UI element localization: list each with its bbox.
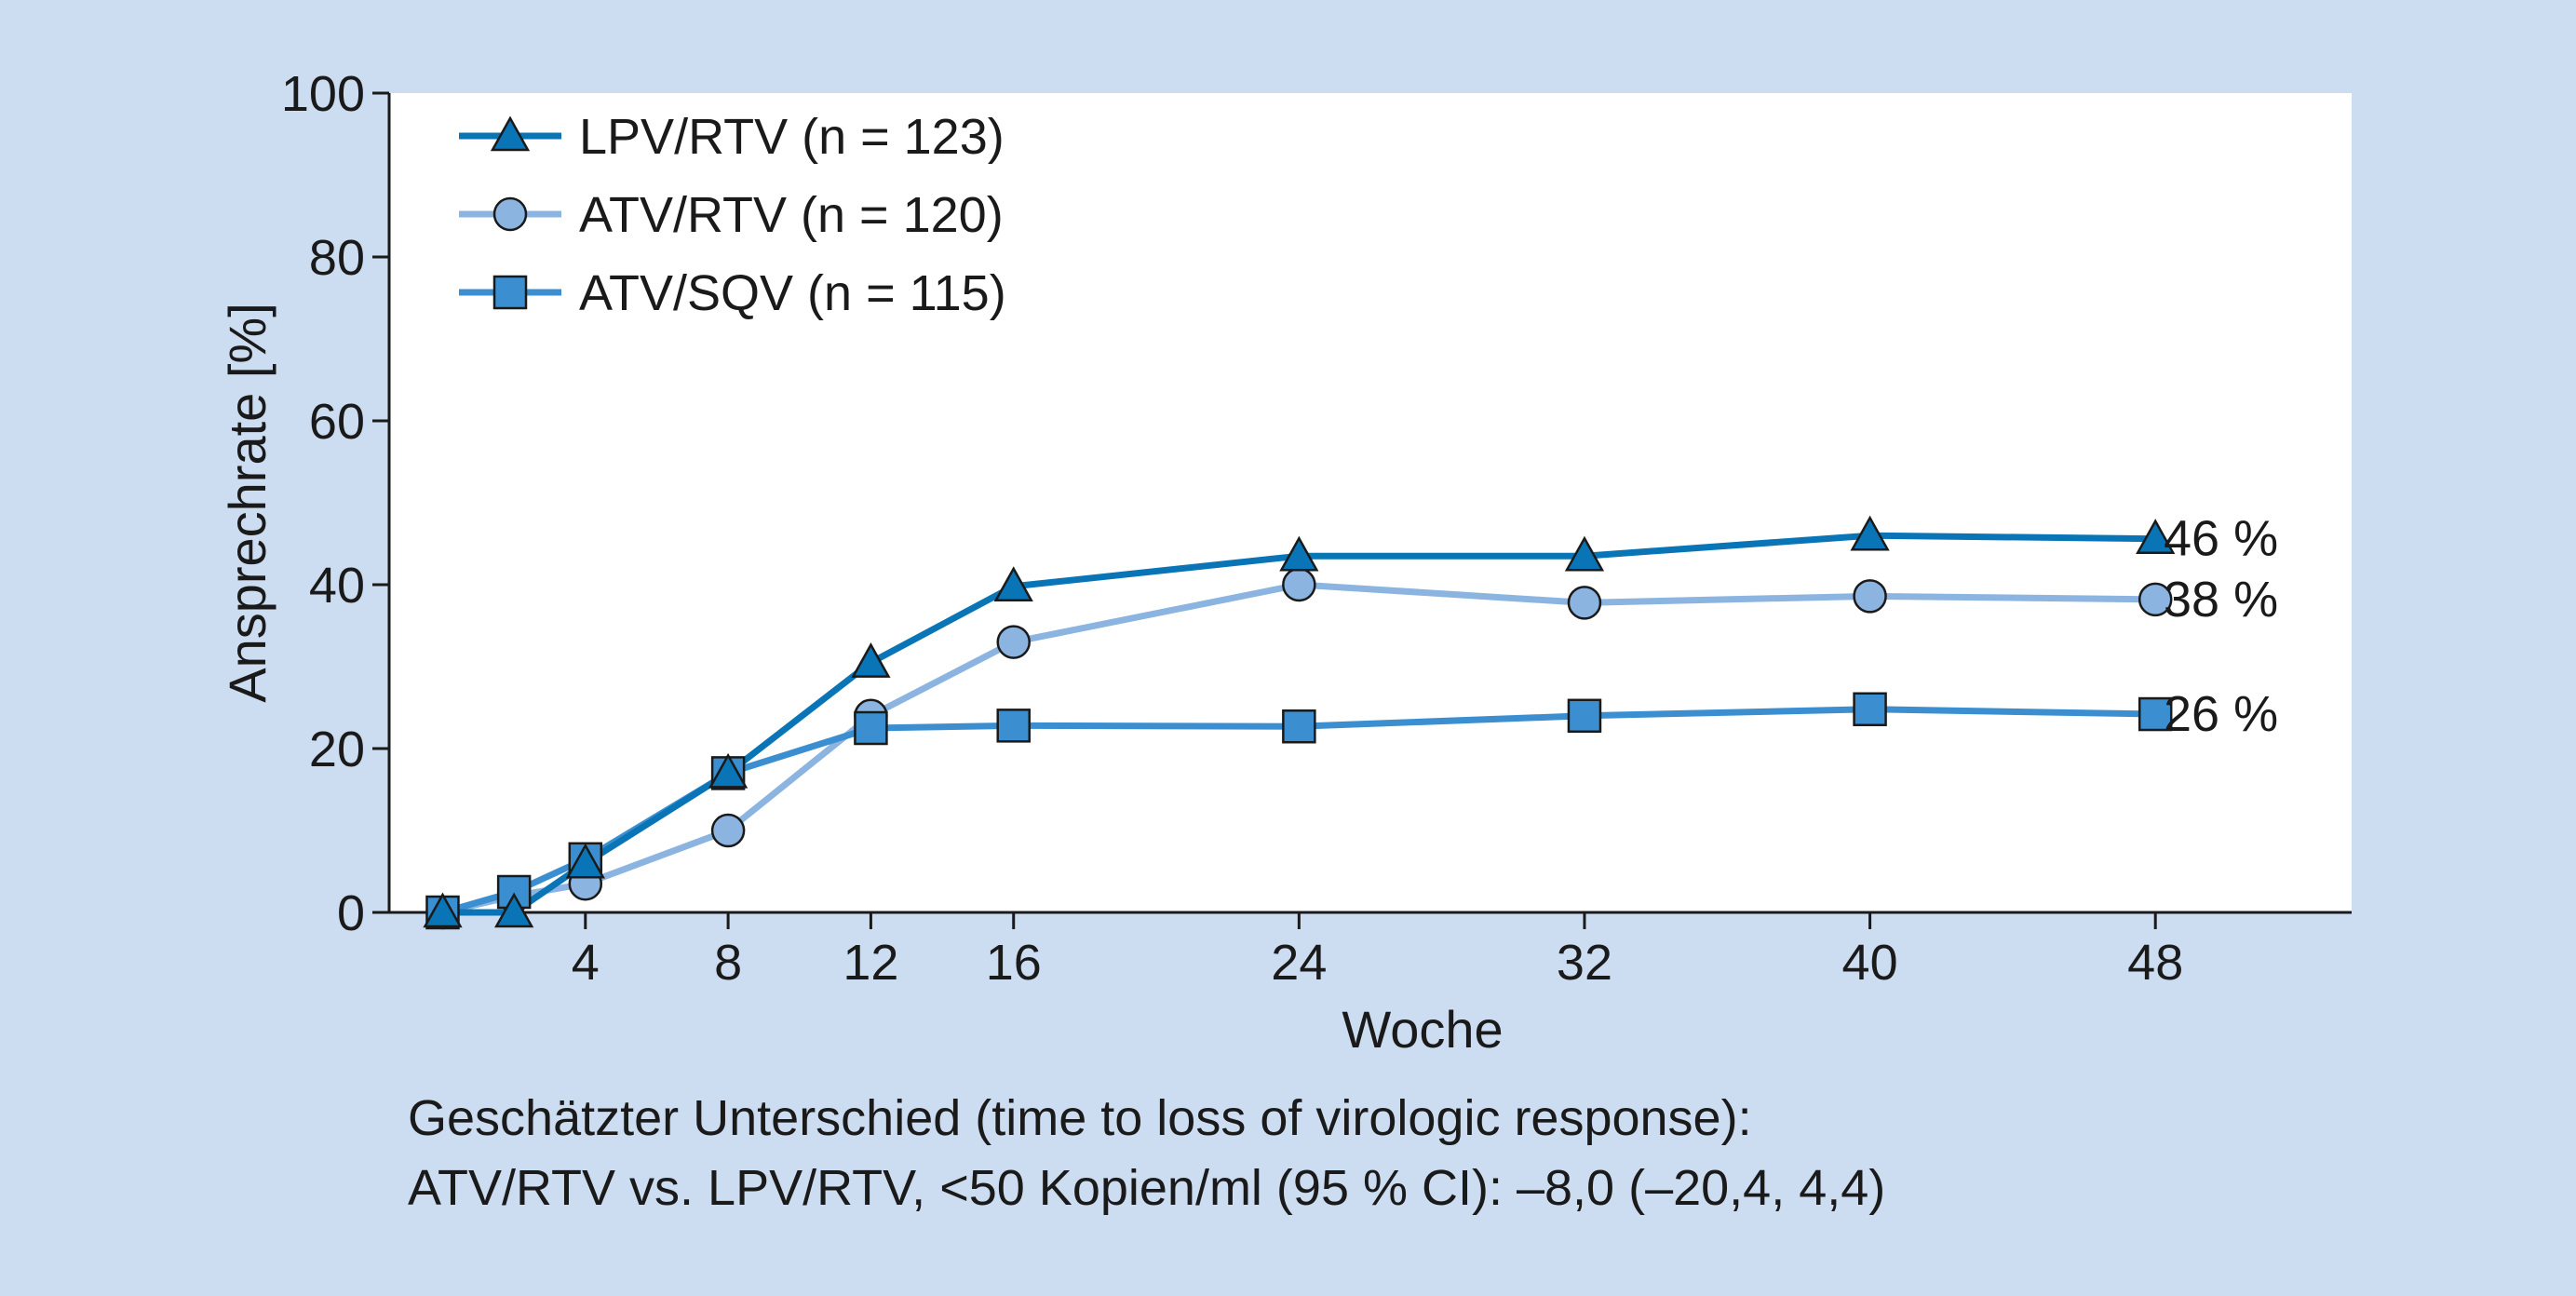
series-line-triangle xyxy=(442,532,2156,916)
y-tick-label: 100 xyxy=(281,66,365,122)
data-point-triangle xyxy=(1564,535,1605,572)
x-tick-label: 8 xyxy=(714,935,742,991)
data-point-square xyxy=(1567,698,1602,734)
y-tick-label: 60 xyxy=(309,394,365,450)
data-point-triangle xyxy=(851,642,891,678)
data-point-circle xyxy=(1567,586,1602,620)
note-line-2: ATV/RTV vs. LPV/RTV, <50 Kopien/ml (95 %… xyxy=(408,1160,1886,1216)
data-point-triangle xyxy=(708,752,749,789)
data-point-square xyxy=(854,710,888,746)
end-value-label: 46 % xyxy=(2164,511,2278,567)
legend-marker-circle xyxy=(492,196,528,232)
data-point-triangle xyxy=(423,892,463,928)
data-point-square xyxy=(996,709,1031,743)
series-group: 46 %38 % 26 % xyxy=(423,511,2278,930)
y-tick-label: 0 xyxy=(337,885,365,941)
data-point-circle xyxy=(1282,567,1316,602)
data-point-square xyxy=(1282,709,1316,744)
data-point-triangle xyxy=(993,566,1033,602)
x-tick-label: 4 xyxy=(572,935,600,991)
data-point-circle xyxy=(710,813,746,848)
data-point-triangle xyxy=(494,892,534,928)
legend-label: ATV/RTV (n = 120) xyxy=(579,187,1004,243)
legend-marker-square xyxy=(492,275,528,310)
data-point-triangle xyxy=(1850,515,1890,551)
legend: LPV/RTV (n = 123) ATV/RTV (n = 120) ATV/SQ… xyxy=(459,109,1006,321)
series-line-square xyxy=(441,706,2156,916)
x-axis-label: Woche xyxy=(1342,1000,1503,1059)
y-axis-label: Ansprechrate [%] xyxy=(218,303,276,703)
data-point-circle xyxy=(996,625,1031,659)
data-point-circle xyxy=(1853,579,1887,614)
x-tick-label: 40 xyxy=(1842,935,1898,991)
legend-marker-triangle xyxy=(490,115,531,152)
y-tick-label: 40 xyxy=(309,558,365,614)
data-point-triangle xyxy=(1279,535,1319,572)
x-tick-label: 16 xyxy=(986,935,1042,991)
note-line-1: Geschätzter Unterschied (time to loss of… xyxy=(408,1090,1752,1146)
x-tick-label: 24 xyxy=(1271,935,1327,991)
end-value-label: 38 % xyxy=(2164,572,2278,628)
x-tick-label: 48 xyxy=(2127,935,2183,991)
data-point-square xyxy=(1853,692,1887,727)
data-point-square xyxy=(2138,696,2173,732)
end-value-label: 26 % xyxy=(2164,686,2278,742)
x-tick-label: 32 xyxy=(1557,935,1612,991)
data-point-triangle xyxy=(565,843,605,879)
x-tick-label: 12 xyxy=(843,935,898,991)
data-point-circle xyxy=(2138,582,2173,617)
y-tick-label: 20 xyxy=(309,722,365,777)
legend-label: LPV/RTV (n = 123) xyxy=(579,109,1005,165)
data-point-triangle xyxy=(2136,519,2176,554)
y-tick-label: 80 xyxy=(309,230,365,286)
legend-label: ATV/SQV (n = 115) xyxy=(579,265,1006,321)
